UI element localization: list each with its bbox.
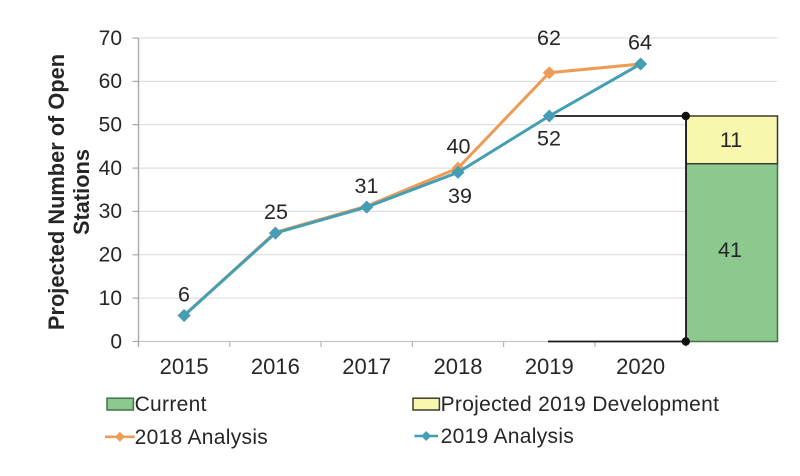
svg-text:41: 41 xyxy=(718,238,742,262)
svg-text:25: 25 xyxy=(264,200,288,224)
svg-text:6: 6 xyxy=(178,283,190,307)
svg-text:2017: 2017 xyxy=(342,354,391,379)
svg-text:31: 31 xyxy=(355,174,379,198)
svg-text:Stations: Stations xyxy=(69,149,94,235)
svg-text:60: 60 xyxy=(99,70,122,93)
svg-text:62: 62 xyxy=(537,26,561,50)
svg-text:50: 50 xyxy=(99,114,122,137)
svg-text:39: 39 xyxy=(448,184,472,208)
svg-text:2018: 2018 xyxy=(434,354,483,379)
svg-text:0: 0 xyxy=(110,330,122,353)
svg-text:40: 40 xyxy=(99,157,122,180)
svg-text:2016: 2016 xyxy=(251,354,300,379)
svg-text:2020: 2020 xyxy=(616,354,665,379)
svg-text:30: 30 xyxy=(99,200,122,223)
svg-text:10: 10 xyxy=(99,287,122,310)
svg-text:2018 Analysis: 2018 Analysis xyxy=(135,426,269,449)
svg-text:11: 11 xyxy=(720,128,742,152)
svg-text:52: 52 xyxy=(537,127,561,151)
svg-text:2019 Analysis: 2019 Analysis xyxy=(441,425,574,448)
svg-text:Current: Current xyxy=(135,393,207,416)
svg-text:20: 20 xyxy=(99,244,122,267)
svg-text:70: 70 xyxy=(99,27,122,50)
svg-text:Projected 2019 Development: Projected 2019 Development xyxy=(441,393,720,416)
svg-text:2015: 2015 xyxy=(160,354,209,379)
svg-text:Projected Number of Open: Projected Number of Open xyxy=(44,54,69,330)
svg-text:40: 40 xyxy=(447,135,471,159)
svg-text:64: 64 xyxy=(628,31,652,55)
svg-text:2019: 2019 xyxy=(525,354,574,379)
